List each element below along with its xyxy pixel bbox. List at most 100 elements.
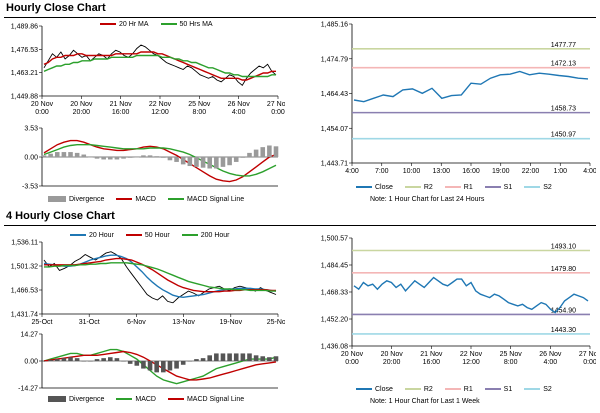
legend-macd-label: MACD: [135, 196, 156, 203]
x-tick-label: 27 Nov: [579, 351, 596, 358]
hourly-section-rule: [4, 17, 596, 18]
x-tick-label: 0:00: [35, 109, 49, 116]
x-tick-label: 20 Nov: [70, 101, 93, 108]
y-tick-label: 1,500.57: [321, 236, 348, 243]
series-line-price: [43, 44, 277, 86]
divergence-bar: [273, 146, 279, 157]
x-tick-label: 20:00: [383, 359, 401, 366]
legend-r2-label: R2: [423, 184, 433, 191]
divergence-bar: [161, 157, 166, 158]
y-tick-label: 1,501.32: [11, 264, 38, 271]
x-tick-label: 8:00: [504, 359, 518, 366]
legend-macd-4h-label: MACD: [135, 396, 156, 403]
legend-item-ma50: 50 Hrs MA: [160, 21, 213, 28]
divergence-bar: [101, 358, 106, 361]
legend-item-divergence: Divergence: [48, 196, 104, 203]
r2-4h-swatch: [404, 388, 421, 391]
divergence-bar: [114, 358, 120, 361]
divergence-bar: [88, 157, 93, 158]
series-line-50-hrs-ma: [43, 54, 276, 78]
macd-4h-swatch: [116, 398, 133, 401]
divergence-bar: [214, 157, 219, 169]
divergence-bar: [48, 153, 53, 157]
divergence-bar: [134, 361, 140, 366]
x-tick-label: 12:00: [151, 109, 169, 116]
legend-s1-label: S1: [503, 184, 513, 191]
divergence-bar: [180, 157, 186, 165]
y-tick-label: -14.27: [18, 386, 38, 393]
x-tick-label: 7:00: [375, 168, 389, 175]
x-tick-label: 16:00: [462, 168, 480, 175]
legend-item-signal: MACD Signal Line: [167, 196, 245, 203]
divergence-bar: [227, 157, 232, 166]
level-label-r2: 1477.77: [551, 42, 576, 49]
divergence-bar: [200, 157, 206, 168]
y-tick-label: 1,431.74: [11, 312, 38, 319]
x-tick-label: 0:00: [583, 359, 596, 366]
divergence-bar: [141, 361, 146, 369]
x-tick-label: 22 Nov: [149, 101, 172, 108]
divergence-bar: [114, 157, 120, 160]
legend-r1-4h-label: R1: [463, 386, 473, 393]
divergence-bar: [227, 353, 232, 361]
x-tick-label: 25-Nov: [267, 319, 285, 326]
four-hourly-pivot-chart: 1,500.57 1,484.45 1,468.33 1,452.20 1,436.08…: [321, 236, 596, 367]
x-tick-label: 21 Nov: [110, 101, 133, 108]
ma50-swatch: [160, 23, 177, 26]
ma20-swatch: [100, 23, 116, 26]
divergence-bar: [54, 152, 60, 157]
legend-close-label: Close: [375, 184, 393, 191]
y-tick-label: 3.53: [24, 126, 38, 133]
legend-item-divergence-4h: Divergence: [48, 396, 104, 403]
s2-swatch: [524, 186, 541, 189]
divergence-bar: [200, 358, 206, 361]
series-line-macd-signal-line: [43, 350, 277, 381]
divergence-bar: [187, 157, 193, 167]
legend-signal-label: MACD Signal Line: [186, 196, 245, 203]
s1-swatch: [484, 186, 501, 189]
legend-item-close-4h: Close: [356, 386, 393, 393]
legend-item-macd-4h: MACD: [116, 396, 156, 403]
legend-divergence-4h-label: Divergence: [69, 396, 105, 403]
x-tick-label: 4:00: [583, 168, 596, 175]
x-tick-label: 4:00: [232, 109, 246, 116]
divergence-bar: [253, 149, 259, 157]
200hour-swatch: [181, 234, 198, 237]
divergence-bar: [127, 157, 133, 158]
legend-item-macd: MACD: [116, 196, 156, 203]
divergence-bar: [240, 353, 246, 361]
four-hourly-note: Note: 1 Hour Chart for Last 1 Week: [370, 398, 480, 405]
x-tick-label: 26 Nov: [228, 101, 251, 108]
four-hourly-price-legend: 20 Hour 50 Hour 200 Hour: [70, 232, 240, 239]
x-tick-label: 16:00: [423, 359, 441, 366]
divergence-bar: [220, 157, 226, 167]
x-tick-label: 4:00: [345, 168, 359, 175]
divergence-bar: [154, 156, 159, 157]
legend-close-4h-label: Close: [375, 386, 393, 393]
divergence-bar: [267, 145, 272, 157]
hourly-section-title: Hourly Close Chart: [6, 2, 106, 14]
legend-item-s2-4h: S2: [524, 386, 552, 393]
x-tick-label: 0:00: [345, 359, 359, 366]
divergence-bar: [94, 157, 100, 159]
legend-item-50hour: 50 Hour: [125, 232, 170, 239]
divergence-bar: [147, 155, 153, 157]
divergence-bar: [141, 155, 146, 157]
legend-r1-label: R1: [463, 184, 473, 191]
divergence-bar: [68, 357, 73, 361]
divergence-bar: [161, 361, 166, 373]
level-label-s1: 1454.90: [551, 307, 576, 314]
hourly-macd-legend: Divergence MACD MACD Signal Line: [48, 196, 254, 203]
legend-item-s1-4h: S1: [484, 386, 512, 393]
divergence-bar: [154, 361, 159, 373]
divergence-bar: [260, 147, 266, 157]
r1-swatch: [444, 186, 461, 189]
r2-swatch: [404, 186, 421, 189]
x-tick-label: 27 Nov: [267, 101, 285, 108]
divergence-bar: [107, 157, 113, 160]
divergence-bar: [174, 361, 179, 369]
divergence-bar: [68, 152, 73, 157]
y-tick-label: 0.00: [24, 359, 38, 366]
divergence-4h-swatch: [48, 396, 66, 403]
